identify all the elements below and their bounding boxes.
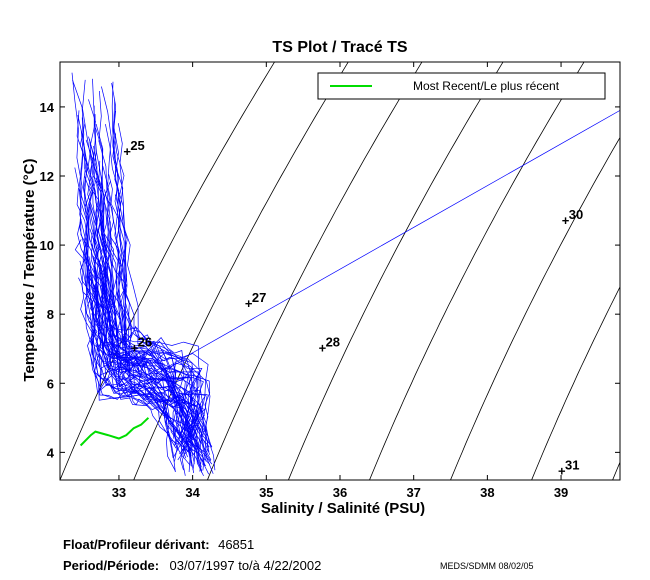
isopycnal-lines: [60, 62, 620, 480]
isopycnal-marker: +: [123, 144, 131, 159]
profile-line: [101, 255, 216, 471]
y-axis: 4 6 8 10 12 14: [40, 100, 620, 460]
isopycnal-line: [60, 62, 276, 480]
isopycnal-marker: +: [245, 296, 253, 311]
isopycnal-label: 27: [252, 290, 266, 305]
y-tick-label: 8: [47, 307, 54, 322]
profile-line: [71, 72, 194, 452]
profile-lines: [71, 72, 620, 477]
y-tick-label: 6: [47, 376, 54, 391]
profile-line: [77, 115, 194, 452]
profile-line: [114, 194, 187, 459]
period-row: Period/Période: 03/07/1997 to/à 4/22/200…: [63, 557, 321, 575]
profile-line: [83, 147, 188, 458]
isopycnal-label: 28: [326, 335, 340, 350]
isopycnal-line: [531, 286, 620, 480]
profile-line: [72, 79, 204, 473]
most-recent-line: [79, 417, 150, 447]
profile-line: [89, 203, 197, 453]
profile-line: [102, 165, 206, 466]
profile-line: [163, 110, 620, 370]
chart-title: TS Plot / Tracé TS: [272, 39, 407, 56]
isopycnal-marker: +: [562, 213, 570, 228]
profile-line: [98, 90, 176, 472]
profile-line: [79, 130, 207, 455]
profile-line: [92, 78, 198, 454]
float-id: 46851: [218, 537, 255, 552]
x-tick-label: 33: [112, 485, 126, 500]
isopycnal-line: [133, 62, 349, 480]
profile-line: [105, 124, 213, 447]
float-label: Float/Profileur dérivant:: [63, 537, 210, 552]
x-tick-label: 39: [554, 485, 568, 500]
isopycnal-marker: +: [558, 463, 566, 478]
profile-line: [88, 136, 194, 436]
profile-line: [82, 79, 202, 471]
x-tick-label: 37: [406, 485, 420, 500]
y-tick-label: 12: [40, 169, 54, 184]
x-tick-label: 36: [333, 485, 347, 500]
profile-line: [109, 228, 179, 445]
isopycnal-label: 25: [130, 138, 144, 153]
x-axis: 33 34 35 36 37 38 39: [112, 62, 568, 500]
x-axis-title: Salinity / Salinité (PSU): [261, 500, 425, 517]
plot-frame: [59, 61, 621, 481]
x-tick-label: 35: [259, 485, 273, 500]
isopycnal-marker: +: [319, 341, 327, 356]
isopycnal-line: [612, 461, 620, 480]
isopycnal-label: 31: [565, 457, 579, 472]
isopycnal-label: 30: [569, 207, 583, 222]
isopycnal-line: [450, 136, 620, 480]
profile-line: [111, 83, 212, 448]
legend-label: Most Recent/Le plus récent: [413, 79, 560, 93]
credit-text: MEDS/SDMM 08/02/05: [440, 561, 534, 571]
x-tick-label: 34: [185, 485, 200, 500]
period-label: Period/Période:: [63, 558, 160, 573]
y-tick-label: 10: [40, 238, 54, 253]
profile-line: [92, 274, 210, 475]
x-tick-label: 38: [480, 485, 494, 500]
profile-line: [98, 272, 202, 472]
y-axis-title: Temperature / Température (°C): [21, 159, 38, 382]
isopycnal-line: [287, 62, 504, 480]
profile-line: [93, 145, 214, 474]
profile-line: [116, 246, 196, 461]
most-recent-series: [79, 417, 150, 447]
period-value: 03/07/1997 to/à 4/22/2002: [169, 558, 322, 573]
legend: Most Recent/Le plus récent: [317, 72, 606, 100]
isopycnal-line: [206, 62, 423, 480]
y-tick-label: 4: [47, 445, 55, 460]
isopycnal-marker: +: [131, 341, 139, 356]
y-tick-label: 14: [40, 100, 55, 115]
isopycnal-line: [369, 62, 585, 480]
float-id-row: Float/Profileur dérivant: 46851: [63, 536, 254, 554]
profile-line: [93, 105, 198, 456]
isopycnal-labels: +25+ 26+ 27+ 28+ 30+ 31: [123, 138, 583, 479]
isopycnal-label: 26: [138, 335, 152, 350]
profile-line: [92, 114, 211, 465]
